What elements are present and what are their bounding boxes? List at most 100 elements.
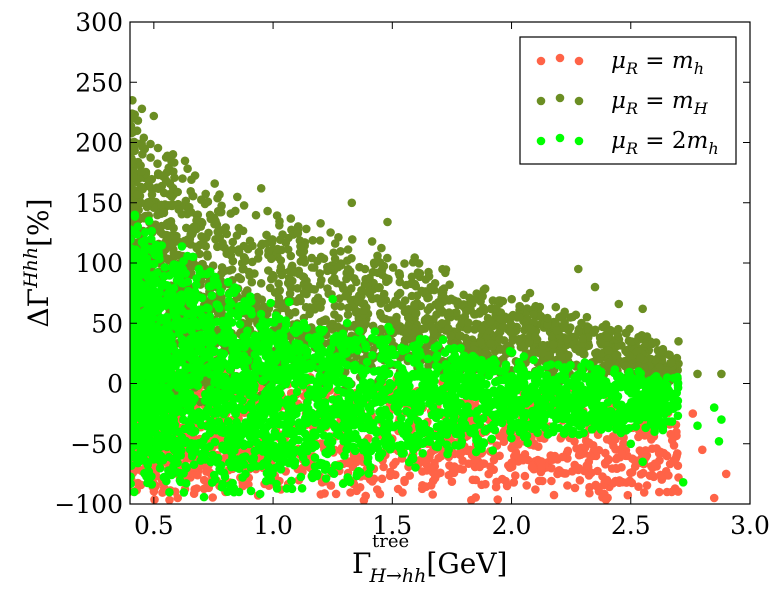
data-point bbox=[438, 264, 447, 274]
data-point bbox=[507, 294, 516, 304]
data-point bbox=[411, 281, 421, 291]
data-point bbox=[173, 493, 182, 503]
data-point bbox=[709, 493, 719, 503]
data-point bbox=[398, 488, 407, 497]
data-point bbox=[239, 201, 249, 210]
data-point bbox=[257, 239, 267, 249]
data-point bbox=[648, 339, 657, 349]
data-point bbox=[270, 288, 280, 297]
data-point bbox=[315, 269, 325, 278]
data-point bbox=[296, 296, 305, 306]
data-point bbox=[446, 294, 456, 304]
data-point bbox=[178, 306, 187, 316]
data-point bbox=[649, 472, 659, 482]
data-point bbox=[479, 306, 489, 316]
data-point bbox=[395, 269, 404, 278]
data-point bbox=[202, 467, 211, 476]
data-point bbox=[330, 310, 339, 319]
data-point bbox=[426, 282, 436, 292]
data-point bbox=[130, 142, 135, 152]
data-point bbox=[372, 485, 382, 494]
data-point bbox=[348, 235, 357, 244]
data-point bbox=[186, 207, 196, 217]
data-point bbox=[458, 465, 468, 474]
data-point bbox=[693, 369, 702, 379]
data-point bbox=[343, 310, 353, 320]
data-point bbox=[228, 256, 238, 266]
data-point bbox=[601, 495, 611, 504]
data-point bbox=[634, 432, 643, 442]
data-point bbox=[509, 478, 519, 487]
data-point bbox=[582, 461, 592, 470]
data-point bbox=[538, 340, 547, 350]
data-point bbox=[577, 318, 586, 328]
data-point bbox=[650, 459, 660, 469]
data-point bbox=[538, 348, 548, 358]
data-point bbox=[220, 266, 229, 276]
data-point bbox=[393, 290, 403, 300]
data-point bbox=[400, 259, 409, 268]
data-point bbox=[639, 488, 649, 497]
data-point bbox=[664, 350, 673, 359]
data-point bbox=[210, 179, 219, 188]
data-point bbox=[611, 463, 621, 473]
data-point bbox=[673, 449, 682, 458]
data-point bbox=[138, 142, 147, 151]
data-point bbox=[160, 263, 170, 272]
data-point bbox=[316, 317, 325, 327]
data-point bbox=[313, 293, 323, 303]
data-point bbox=[235, 320, 245, 329]
data-point bbox=[201, 189, 210, 199]
data-point bbox=[303, 397, 312, 407]
data-point bbox=[217, 242, 227, 251]
data-point bbox=[603, 454, 613, 464]
data-point bbox=[411, 309, 421, 318]
data-point bbox=[688, 409, 698, 418]
data-point bbox=[529, 355, 538, 365]
data-point bbox=[197, 232, 206, 241]
data-point bbox=[146, 139, 155, 149]
data-point bbox=[385, 471, 395, 481]
data-point bbox=[187, 175, 196, 184]
data-point bbox=[621, 328, 631, 338]
data-point bbox=[519, 352, 529, 361]
data-point bbox=[238, 226, 248, 236]
data-point bbox=[293, 222, 303, 231]
data-point bbox=[662, 487, 672, 497]
data-point bbox=[284, 273, 294, 283]
data-point bbox=[377, 474, 387, 484]
data-point bbox=[227, 245, 237, 255]
data-point bbox=[388, 263, 398, 272]
data-point bbox=[422, 466, 432, 475]
data-point bbox=[169, 223, 178, 233]
data-point bbox=[343, 264, 353, 274]
data-point bbox=[403, 313, 413, 322]
data-point bbox=[316, 219, 325, 228]
data-point bbox=[178, 174, 187, 183]
data-point bbox=[144, 176, 154, 185]
data-point bbox=[469, 295, 479, 305]
data-point bbox=[360, 264, 370, 274]
data-point bbox=[233, 192, 242, 202]
data-point bbox=[506, 320, 516, 329]
data-point bbox=[527, 324, 536, 334]
data-point bbox=[341, 291, 350, 301]
data-point bbox=[130, 128, 136, 138]
data-point bbox=[524, 337, 534, 347]
data-point bbox=[560, 307, 569, 317]
data-point bbox=[533, 428, 542, 438]
data-point bbox=[582, 312, 592, 322]
data-point bbox=[262, 230, 271, 240]
data-point bbox=[203, 197, 213, 206]
data-point bbox=[721, 469, 731, 479]
data-point bbox=[153, 143, 163, 153]
data-point bbox=[638, 304, 647, 314]
data-point bbox=[347, 253, 356, 263]
data-point bbox=[251, 210, 261, 220]
data-point bbox=[330, 254, 340, 264]
data-point bbox=[256, 184, 266, 193]
data-point bbox=[664, 471, 673, 480]
data-point bbox=[144, 198, 154, 208]
data-point bbox=[511, 450, 520, 459]
data-point bbox=[130, 96, 137, 105]
